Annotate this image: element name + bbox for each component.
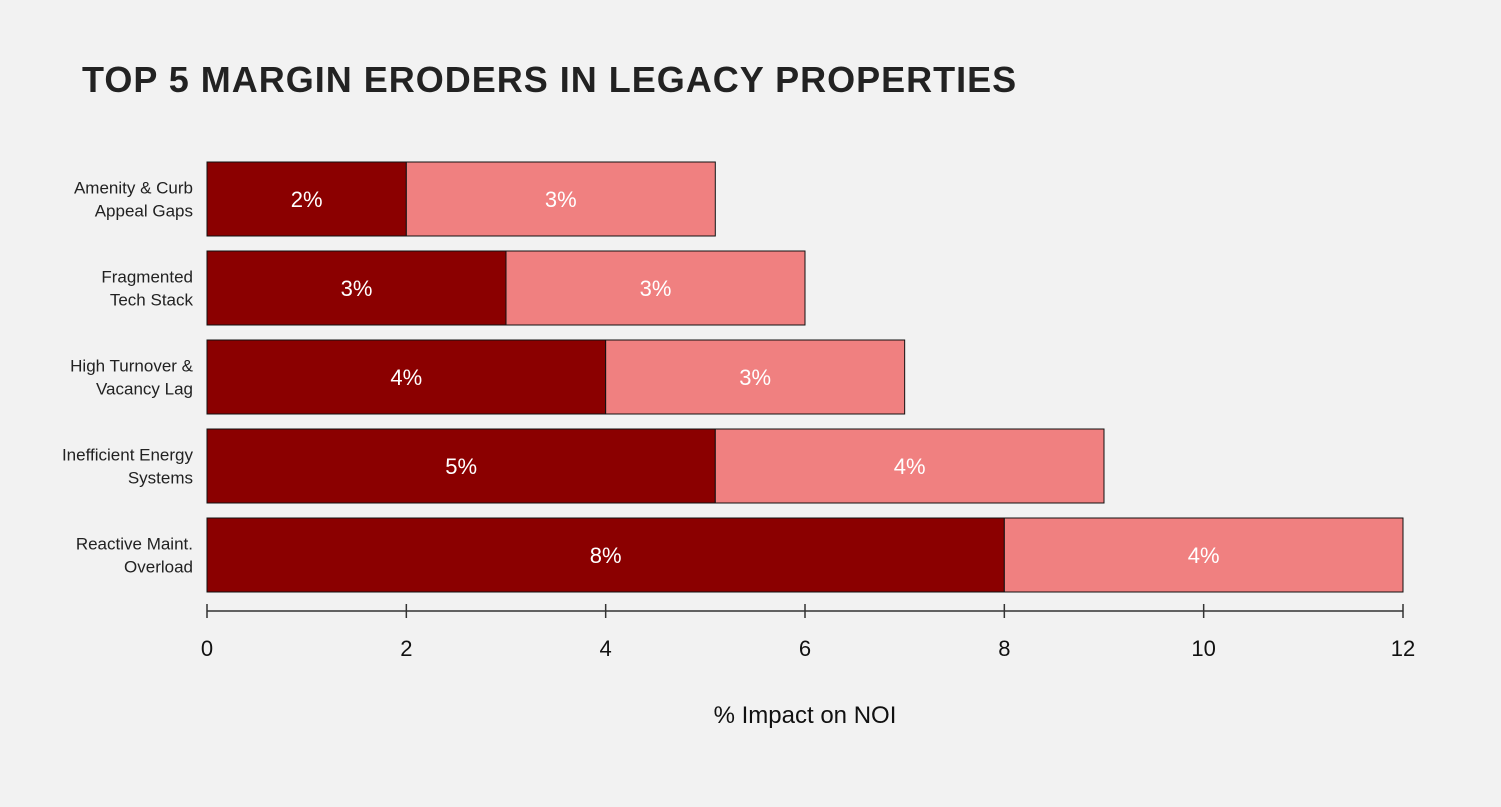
x-axis-label: % Impact on NOI	[714, 702, 897, 729]
bar-value-label: 4%	[390, 365, 422, 390]
bar-segment-2	[505, 250, 806, 326]
bar-value-label: 3%	[640, 276, 672, 301]
x-tick-label: 2	[400, 636, 412, 661]
category-label: Inefficient Energy	[62, 446, 194, 465]
bar-value-label: 4%	[1188, 543, 1220, 568]
chart-title: TOP 5 MARGIN ERODERS IN LEGACY PROPERTIE…	[82, 59, 1017, 100]
bar-segment-2	[605, 339, 906, 415]
category-label: Fragmented	[101, 268, 193, 287]
x-tick-label: 4	[600, 636, 612, 661]
bar-segment-1	[206, 339, 607, 415]
bar-value-label: 3%	[341, 276, 373, 301]
bar-value-label: 3%	[545, 187, 577, 212]
bar-value-label: 3%	[739, 365, 771, 390]
category-labels: Amenity & Curb Appeal Gaps Fragmented Tech …	[62, 179, 194, 577]
bar-segment-1	[206, 428, 716, 504]
category-label: Tech Stack	[110, 291, 194, 310]
category-label: Systems	[128, 469, 193, 488]
category-label: High Turnover &	[70, 357, 193, 376]
bar-segment-1	[206, 517, 1005, 593]
x-tick-label: 8	[998, 636, 1010, 661]
bar-value-label: 8%	[590, 543, 622, 568]
bar-value-label: 5%	[445, 454, 477, 479]
bars-layer: 2% 3% 3% 3% 4% 3% 5% 4% 8% 4%	[206, 161, 1404, 593]
bar-value-label: 2%	[291, 187, 323, 212]
x-tick-label: 12	[1391, 636, 1415, 661]
x-tick-label: 10	[1191, 636, 1215, 661]
bar-segment-2	[714, 428, 1105, 504]
category-label: Reactive Maint.	[76, 535, 193, 554]
bar-segment-2	[1003, 517, 1404, 593]
x-axis: 0 2 4 6 8 10 12	[201, 604, 1415, 661]
bar-value-label: 4%	[894, 454, 926, 479]
category-label: Appeal Gaps	[95, 202, 193, 221]
bar-segment-1	[206, 161, 407, 237]
category-label: Vacancy Lag	[96, 380, 193, 399]
bar-segment-2	[405, 161, 716, 237]
x-tick-label: 6	[799, 636, 811, 661]
x-tick-label: 0	[201, 636, 213, 661]
bar-segment-1	[206, 250, 507, 326]
category-label: Overload	[124, 558, 193, 577]
category-label: Amenity & Curb	[74, 179, 193, 198]
